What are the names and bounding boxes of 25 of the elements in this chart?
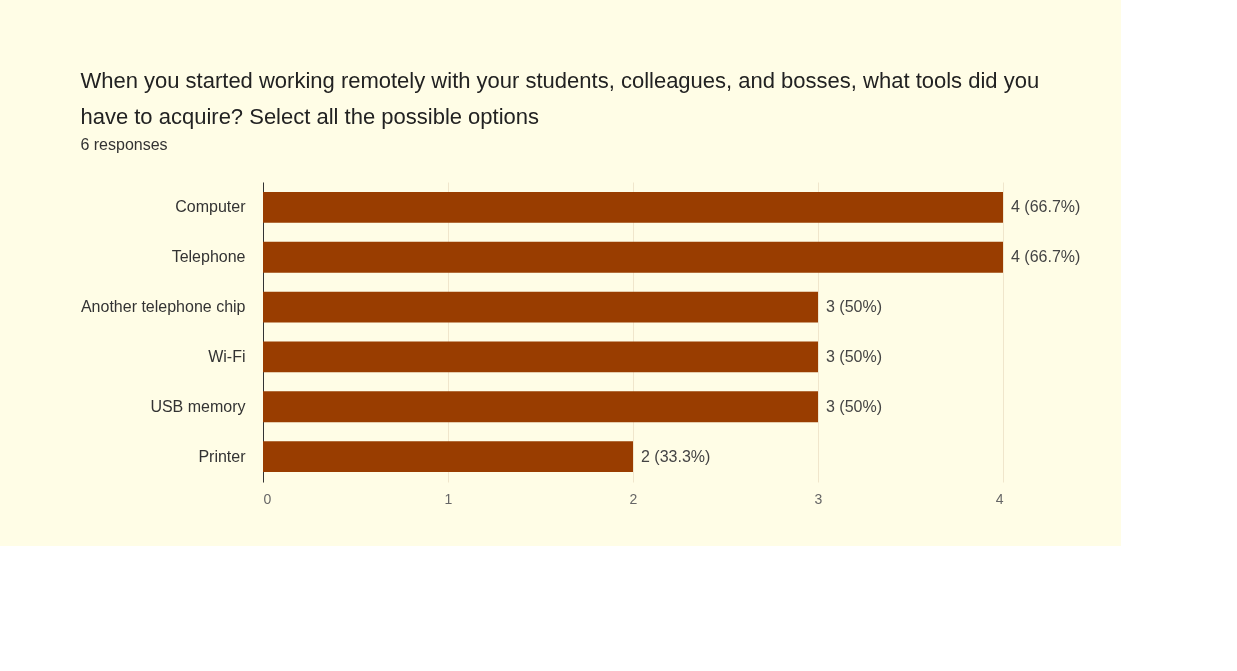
bar: [263, 191, 1003, 223]
data-label: 3 (50%): [826, 347, 883, 365]
x-tick-label: 0: [263, 490, 272, 507]
bar: [263, 391, 818, 423]
x-tick-label: 3: [814, 490, 823, 507]
text: 6 responses: [80, 136, 168, 153]
bar: [263, 241, 1003, 273]
x-tick-label: 4: [995, 490, 1004, 507]
y-tick-label: Printer: [198, 447, 247, 465]
y-tick-label: USB memory: [150, 397, 246, 415]
data-label: 3 (50%): [826, 397, 883, 415]
y-tick-label: Another telephone chip: [80, 298, 246, 316]
x-tick-label: 1: [444, 490, 453, 507]
y-tick-label: Computer: [175, 198, 247, 216]
data-label: 3 (50%): [826, 298, 883, 316]
chart-title: When you started working remotely with your students, colleagues, and bosses, what tools did you have to acquire? Select all the possible options: [80, 68, 1040, 129]
bar: [263, 341, 818, 373]
data-label: 2 (33.3%): [641, 447, 711, 465]
y-tick-label: Wi-Fi: [208, 347, 246, 365]
data-label: 4 (66.7%): [1011, 198, 1081, 216]
bar: [263, 441, 633, 473]
data-label: 4 (66.7%): [1011, 248, 1081, 266]
x-tick-label: 2: [629, 490, 638, 507]
y-tick-label: Telephone: [171, 248, 246, 266]
bar: [263, 291, 818, 323]
